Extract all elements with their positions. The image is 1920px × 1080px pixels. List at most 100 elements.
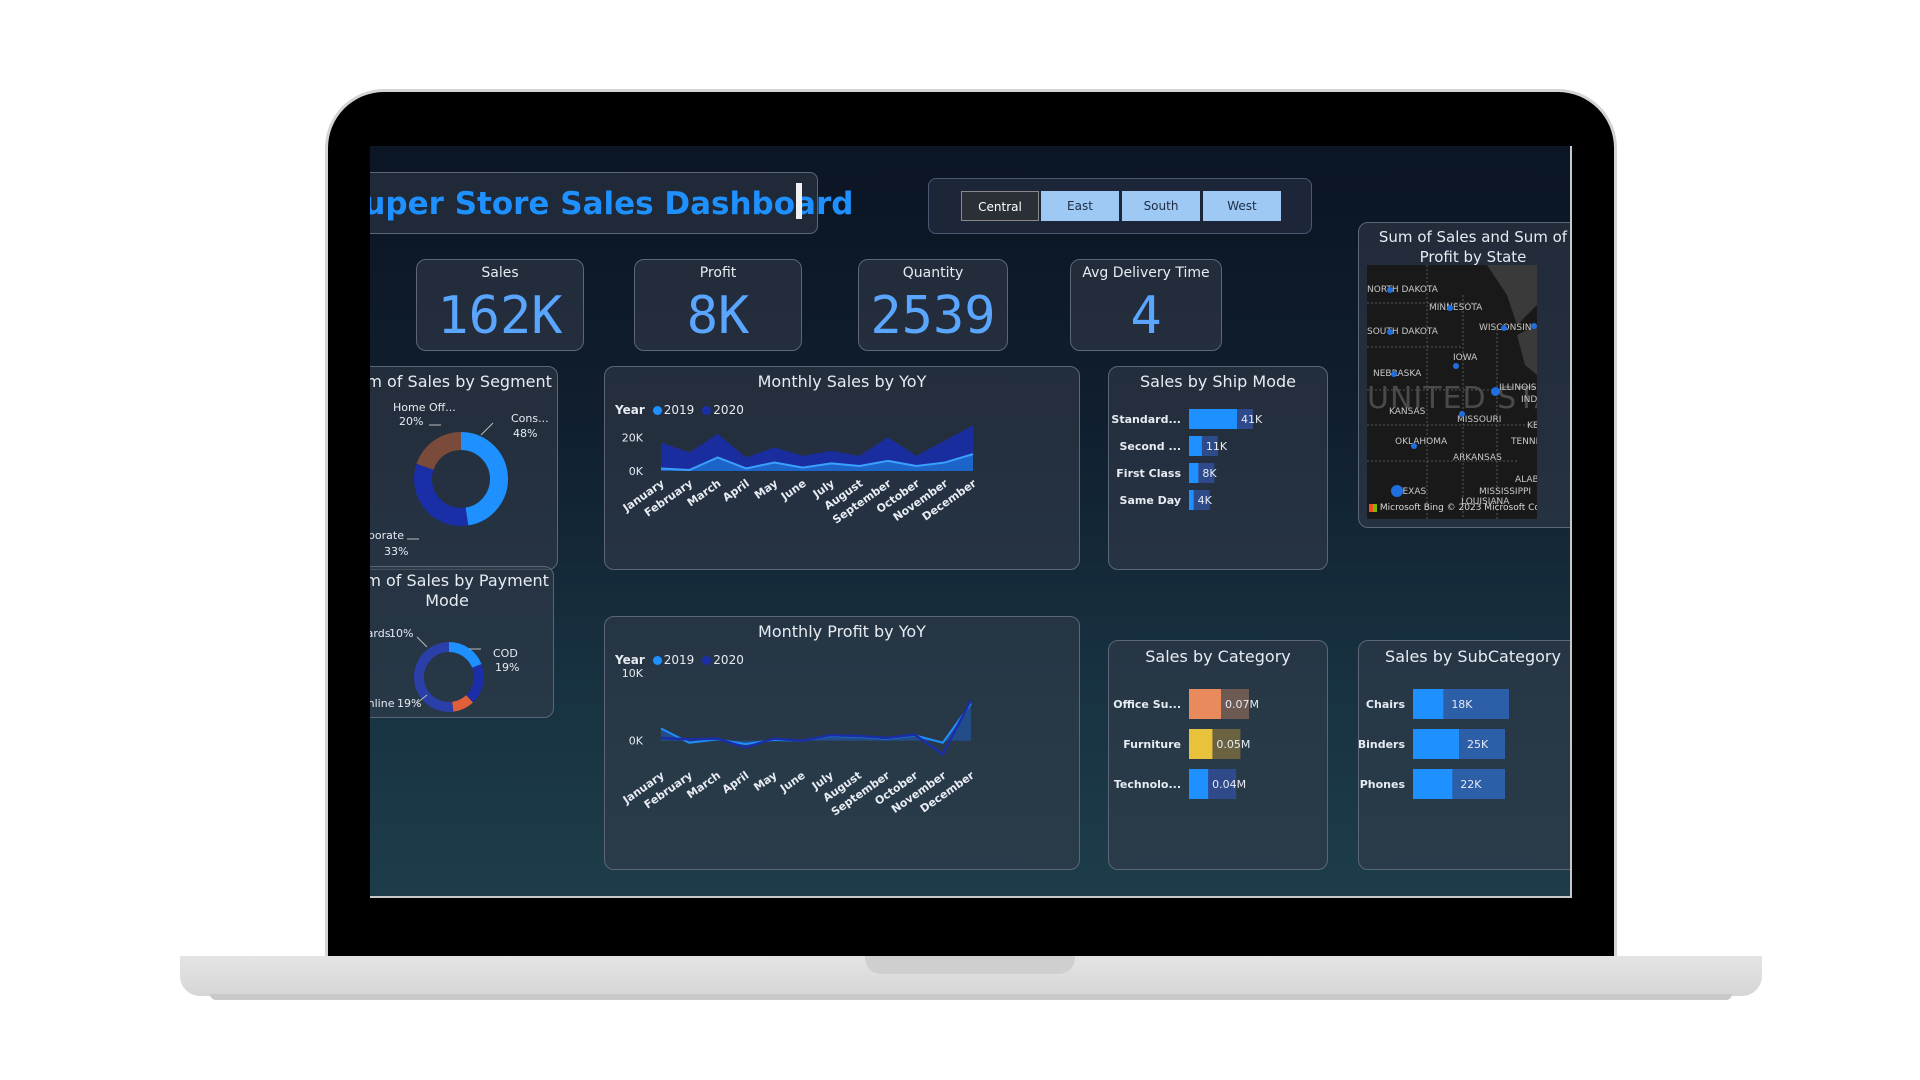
ship-data-label: 41K xyxy=(1241,413,1263,426)
legend-dot-2020 xyxy=(702,406,712,415)
lake-michigan-shape xyxy=(1517,325,1537,375)
legend-dot-2019 xyxy=(652,656,662,665)
subcategory-card: Sales by SubCategory Chairs 18K Binders 25K… xyxy=(1358,640,1572,870)
region-button-west[interactable]: West xyxy=(1203,191,1281,221)
kpi-sales-label: Sales xyxy=(481,265,519,281)
ship-category-label: First Class xyxy=(1116,467,1181,480)
map-label-indiana: INDIANA xyxy=(1521,395,1537,405)
ship-bar xyxy=(1189,490,1194,510)
category-title: Sales by Category xyxy=(1145,647,1291,666)
map-point[interactable] xyxy=(1391,485,1403,497)
subcategory-data-label: 18K xyxy=(1451,698,1473,711)
segment-pct-corporate: 33% xyxy=(384,545,408,558)
map-label-iowa: IOWA xyxy=(1453,353,1478,363)
sales-area-2020 xyxy=(661,425,973,471)
ship-mode-title: Sales by Ship Mode xyxy=(1140,372,1296,391)
payment-leader-cards xyxy=(416,636,428,648)
kpi-sales-card: Sales 162K xyxy=(416,259,584,351)
map-credit: Microsoft Bing © 2023 Microsoft Corporat… xyxy=(1369,503,1537,513)
sales-line-2019 xyxy=(660,453,974,471)
category-bar xyxy=(1189,689,1221,719)
map-point[interactable] xyxy=(1491,387,1500,396)
subcategory-label: Phones xyxy=(1360,778,1406,791)
map-point[interactable] xyxy=(1447,305,1453,311)
ship-category-label: Same Day xyxy=(1120,494,1181,507)
map-point[interactable] xyxy=(1501,325,1507,331)
kpi-delivery-card: Avg Delivery Time 4 xyxy=(1070,259,1222,351)
sales-legend-2019: 2019 xyxy=(663,403,695,417)
ship-data-label: 8K xyxy=(1202,467,1217,480)
state-map-title: Sum of Sales and Sum of Profit by State xyxy=(1378,228,1568,266)
great-lakes-shape xyxy=(1487,265,1537,325)
map-borders xyxy=(1367,265,1537,519)
screen-edge xyxy=(1570,146,1572,898)
ship-mode-card: Sales by Ship Mode Standard... 41K Second … xyxy=(1108,366,1328,570)
category-bar xyxy=(1189,729,1213,759)
map-point[interactable] xyxy=(1391,371,1397,377)
state-map[interactable]: UNITED STATES NORTH DAKOTA MINNESOTA SOU… xyxy=(1367,265,1537,519)
subcategory-label: Chairs xyxy=(1366,698,1406,711)
sales-month-label: June xyxy=(778,477,809,504)
region-button-east[interactable]: East xyxy=(1041,191,1119,221)
sales-month-label: May xyxy=(752,477,780,502)
region-button-south[interactable]: South xyxy=(1122,191,1200,221)
kpi-quantity-card: Quantity 2539 xyxy=(858,259,1008,351)
map-label-kansas: KANSAS xyxy=(1389,407,1426,417)
title-card: Super Store Sales Dashboard xyxy=(370,172,853,234)
payment-donut-chart: Cards 10% COD 19% Online 19% xyxy=(370,627,519,712)
profit-legend-2020: 2020 xyxy=(713,653,744,667)
segment-pct-consumer: 48% xyxy=(513,427,537,440)
payment-pct-cod: 19% xyxy=(495,661,519,674)
map-point[interactable] xyxy=(1531,323,1537,329)
sales-ytick: 20K xyxy=(622,431,644,444)
screen-bottom-edge xyxy=(370,896,1572,898)
map-label-oklahoma: OKLAHOMA xyxy=(1395,437,1448,447)
state-map-card: Sum of Sales and Sum of Profit by State … xyxy=(1358,222,1572,528)
profit-legend-2019: 2019 xyxy=(663,653,695,667)
map-point[interactable] xyxy=(1459,411,1465,417)
subcategory-label: Binders xyxy=(1359,738,1405,751)
subcategory-bar xyxy=(1413,729,1459,759)
monthly-sales-legend: Year 2019 2020 xyxy=(615,403,744,417)
kpi-delivery-value: 4 xyxy=(1130,286,1162,346)
segment-leader-consumer xyxy=(480,422,494,436)
payment-slice xyxy=(465,664,484,703)
laptop-base-lip xyxy=(210,994,1732,1000)
map-point[interactable] xyxy=(1453,363,1459,369)
map-copyright: © 2023 Microsoft Corporation xyxy=(1446,503,1537,513)
segment-slice xyxy=(414,463,469,526)
sales-month-label: April xyxy=(720,477,752,504)
map-point[interactable] xyxy=(1411,443,1417,449)
payment-pct-online: 19% xyxy=(397,697,421,710)
ship-mode-chart: Standard... 41K Second ... 11K First Class 8K… xyxy=(1111,409,1263,510)
payment-leader-online xyxy=(416,694,428,704)
category-data-label: 0.07M xyxy=(1225,698,1259,711)
kpi-sales-value: 162K xyxy=(437,286,563,346)
map-label-north-dakota: NORTH DAKOTA xyxy=(1367,285,1438,295)
payment-label-cards: Cards xyxy=(370,627,391,640)
segment-label-consumer: Cons... xyxy=(511,412,549,425)
sales-ytick: 0K xyxy=(629,465,644,478)
subcategory-title: Sales by SubCategory xyxy=(1385,647,1561,666)
kpi-delivery-label: Avg Delivery Time xyxy=(1082,265,1210,281)
map-point[interactable] xyxy=(1387,287,1393,293)
map-label-arkansas: ARKANSAS xyxy=(1453,453,1502,463)
kpi-profit-label: Profit xyxy=(699,265,737,281)
profit-month-label: April xyxy=(720,769,752,796)
monthly-profit-card: Monthly Profit by YoY Year 2019 2020 0K 10K… xyxy=(604,616,1080,870)
sales-legend-title: Year xyxy=(615,403,645,417)
ship-category-label: Standard... xyxy=(1111,413,1181,426)
map-point[interactable] xyxy=(1387,329,1393,335)
segment-donut-card: Sum of Sales by Segment Home Off... 20% … xyxy=(370,366,558,570)
sales-legend-2020: 2020 xyxy=(713,403,744,417)
monthly-profit-title: Monthly Profit by YoY xyxy=(758,622,926,641)
profit-ytick: 10K xyxy=(622,667,644,680)
payment-label-online: Online xyxy=(370,697,395,710)
profit-month-label: June xyxy=(777,769,808,796)
map-label-kentucky: KENTUCKY xyxy=(1527,421,1537,431)
category-label: Technolo... xyxy=(1114,778,1181,791)
profit-legend-title: Year xyxy=(615,653,645,667)
region-button-central[interactable]: Central xyxy=(961,191,1039,221)
map-label-nebraska: NEBRASKA xyxy=(1373,369,1422,379)
